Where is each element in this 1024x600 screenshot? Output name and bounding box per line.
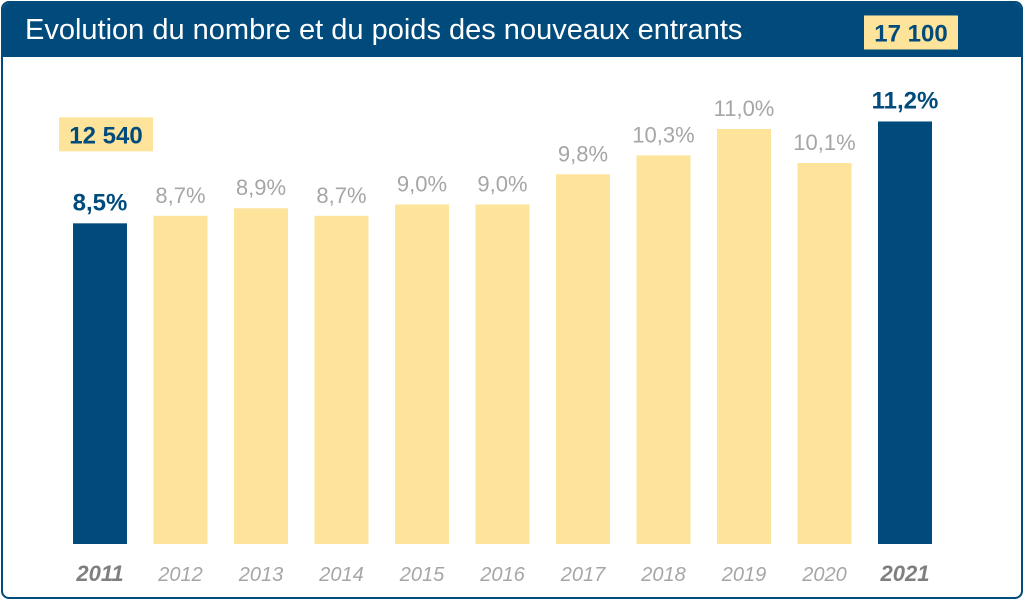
bar-chart: 8,5% 2011 8,7% 2012 8,9% 2013 8,7% 2014 9,0% 2015… xyxy=(59,15,958,586)
x-tick-label-2018: 2018 xyxy=(640,564,686,586)
bar-2019 xyxy=(717,129,771,545)
value-label-2017: 9,8% xyxy=(558,141,608,166)
value-label-2019: 11,0% xyxy=(714,96,775,121)
value-label-2018: 10,3% xyxy=(632,122,694,147)
bar-2012 xyxy=(153,215,208,544)
bar-2017 xyxy=(556,174,610,544)
bar-2014 xyxy=(314,215,369,544)
bar-2013 xyxy=(234,208,288,544)
value-label-2020: 10,1% xyxy=(793,130,855,155)
x-tick-label-2011: 2011 xyxy=(75,561,123,586)
value-label-2014: 8,7% xyxy=(316,183,366,208)
title-bar: Evolution du nombre et du poids des nouv… xyxy=(3,3,1021,57)
count-label-2021: 17 100 xyxy=(874,20,947,47)
value-label-2016: 9,0% xyxy=(477,171,527,196)
x-tick-label-2021: 2021 xyxy=(880,561,930,586)
count-box-2011 xyxy=(59,117,153,152)
x-tick-label-2012: 2012 xyxy=(157,564,203,586)
value-label-2015: 9,0% xyxy=(397,171,447,196)
bar-2011 xyxy=(73,223,127,545)
x-tick-label-2017: 2017 xyxy=(560,564,606,586)
bar-2020 xyxy=(797,162,852,545)
count-label-2011: 12 540 xyxy=(69,122,142,149)
bar-2016 xyxy=(475,204,530,544)
x-tick-label-2014: 2014 xyxy=(318,564,364,586)
bar-2021 xyxy=(878,121,932,544)
bar-2015 xyxy=(395,204,449,544)
value-label-2011: 8,5% xyxy=(73,189,128,216)
x-tick-label-2020: 2020 xyxy=(801,564,847,586)
value-label-2012: 8,7% xyxy=(155,183,205,208)
x-tick-label-2013: 2013 xyxy=(238,564,284,586)
x-tick-label-2015: 2015 xyxy=(399,564,445,586)
value-label-2013: 8,9% xyxy=(236,175,286,200)
x-tick-label-2016: 2016 xyxy=(479,564,525,586)
count-box-2021 xyxy=(864,15,958,50)
bar-2018 xyxy=(636,155,691,545)
chart-title: Evolution du nombre et du poids des nouv… xyxy=(25,14,743,46)
x-tick-label-2019: 2019 xyxy=(721,564,767,586)
value-label-2021: 11,2% xyxy=(872,87,939,114)
